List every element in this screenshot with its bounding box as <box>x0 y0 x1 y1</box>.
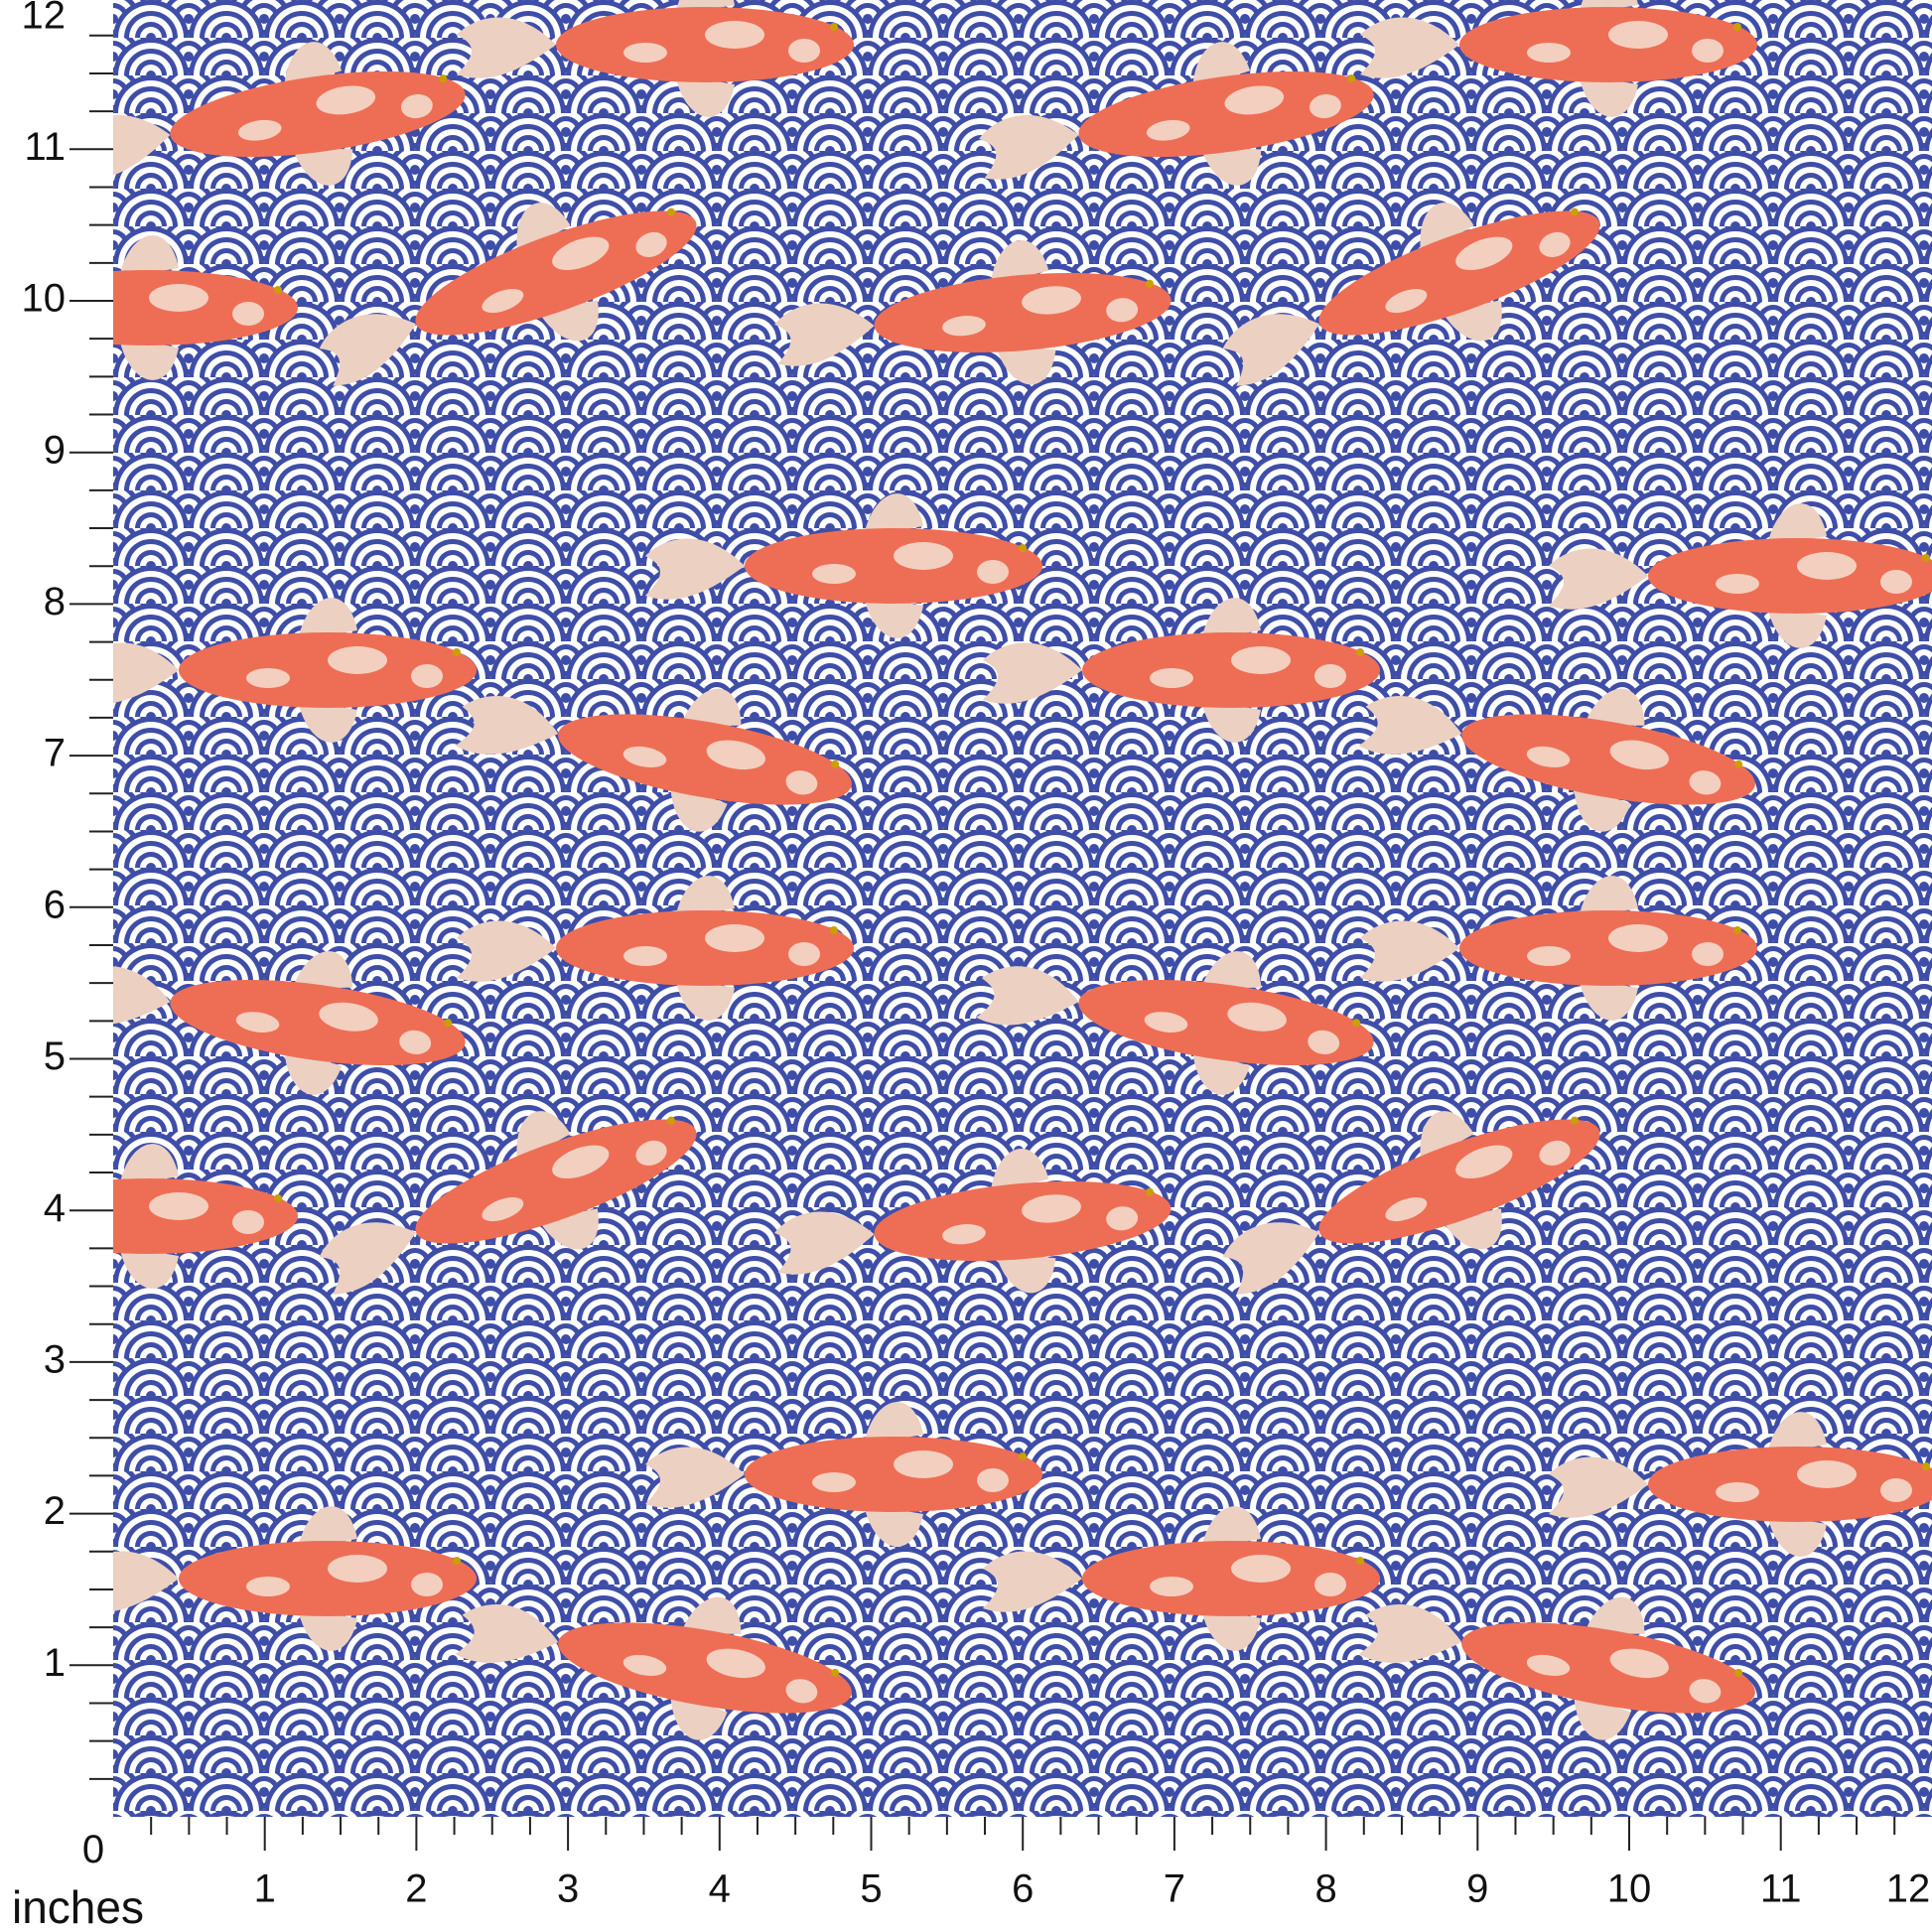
x-tick-label: 9 <box>1466 1867 1488 1911</box>
x-tick-label: 5 <box>860 1867 882 1911</box>
y-tick-label: 5 <box>44 1035 66 1078</box>
y-tick-label: 2 <box>44 1489 66 1533</box>
x-tick-label: 11 <box>1760 1867 1802 1911</box>
y-tick-label: 8 <box>44 580 66 623</box>
x-tick-label: 4 <box>709 1867 731 1911</box>
y-tick-label: 11 <box>24 125 66 169</box>
x-tick-label: 2 <box>405 1867 427 1911</box>
y-tick-label: 1 <box>44 1641 66 1685</box>
ruler-bottom <box>0 1817 1932 1932</box>
y-tick-label: 9 <box>44 428 66 472</box>
y-tick-label: 12 <box>22 0 67 38</box>
x-tick-label: 10 <box>1607 1867 1652 1911</box>
x-tick-label: 7 <box>1164 1867 1185 1911</box>
x-tick-label: 3 <box>557 1867 579 1911</box>
ruler-left <box>0 0 113 1932</box>
x-tick-label: 8 <box>1314 1867 1336 1911</box>
y-tick-label: 7 <box>44 732 66 775</box>
y-tick-label: 6 <box>44 883 66 926</box>
x-tick-label: 12 <box>1886 1867 1931 1911</box>
unit-label: inches <box>12 1881 144 1932</box>
y-tick-label: 4 <box>44 1186 66 1230</box>
x-tick-label: 1 <box>254 1867 276 1911</box>
y-tick-label: 10 <box>22 277 67 321</box>
x-tick-label: 6 <box>1012 1867 1034 1911</box>
origin-label: 0 <box>82 1828 104 1871</box>
y-tick-label: 3 <box>44 1337 66 1381</box>
